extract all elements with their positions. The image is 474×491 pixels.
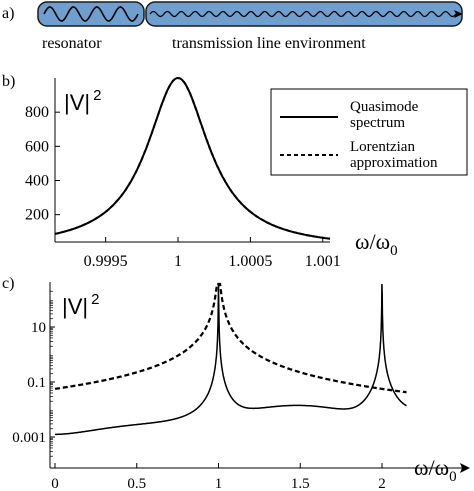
- panel-c-y-tick-label: 0.1: [27, 375, 46, 391]
- environment-label: transmission line environment: [172, 35, 366, 52]
- legend-entry-2-line2: approximation: [350, 155, 438, 171]
- panel-c-series-lorentzian: [54, 282, 407, 394]
- panel-b-series-lorentzian: [54, 76, 331, 240]
- panel-c-x-tick-label: 2: [378, 476, 386, 491]
- panel-c-x-tick-label: 0.5: [127, 476, 146, 491]
- panel-a-label: a): [2, 5, 14, 22]
- panel-c-x-label: ω/ω0: [414, 455, 457, 485]
- legend-box: [270, 88, 468, 176]
- panel-c-x-arrow-icon: [460, 463, 470, 473]
- panel-c-y-tick-label: 10: [31, 320, 46, 336]
- panel-b-label: b): [2, 73, 15, 90]
- legend-entry-1-line1: Quasimode: [350, 99, 419, 115]
- panel-c: c) 0 0.5 1 1.5 2 10 0.1 0.001 |V| 2 ω/ω0: [2, 275, 470, 491]
- legend-entry-2-line1: Lorentzian: [350, 139, 415, 155]
- panel-b-y-tick-label: 200: [25, 207, 49, 224]
- environment-wave: [149, 10, 457, 18]
- panel-a: a) resonator transmission line environme…: [2, 1, 463, 52]
- panel-c-y-label: |V| 2: [62, 291, 99, 319]
- panel-c-label: c): [2, 275, 14, 292]
- panel-b-x-label: ω/ω0: [355, 229, 398, 259]
- panel-c-series-quasimode: [55, 283, 407, 436]
- panel-c-y-tick-label: 0.001: [12, 430, 46, 446]
- panel-b-x-tick-label: 1: [174, 253, 182, 270]
- panel-b-y-tick-label: 600: [25, 138, 49, 155]
- panel-b-y-tick-label: 400: [25, 173, 49, 190]
- legend: Quasimode spectrum Lorentzian approximat…: [270, 88, 468, 176]
- resonator-wave: [43, 6, 139, 22]
- resonator-label: resonator: [42, 35, 102, 52]
- panel-b-y-tick-label: 800: [25, 104, 49, 121]
- legend-entry-1-line2: spectrum: [350, 115, 405, 131]
- panel-b-x-tick-label: 0.9995: [84, 253, 128, 270]
- panel-b-x-tick-label: 1.0005: [228, 253, 272, 270]
- panel-b-x-tick-label: 1.001: [305, 253, 341, 270]
- panel-c-x-tick-label: 1: [215, 476, 223, 491]
- arrow-head-icon: [454, 10, 463, 18]
- panel-c-x-tick-label: 0: [51, 476, 59, 491]
- panel-b: b) 0.9995 1 1.0005 1.001 200 400 600 800 |V| 2 ω…: [2, 73, 398, 270]
- panel-b-y-label: |V| 2: [64, 87, 101, 115]
- panel-c-x-tick-label: 1.5: [291, 476, 310, 491]
